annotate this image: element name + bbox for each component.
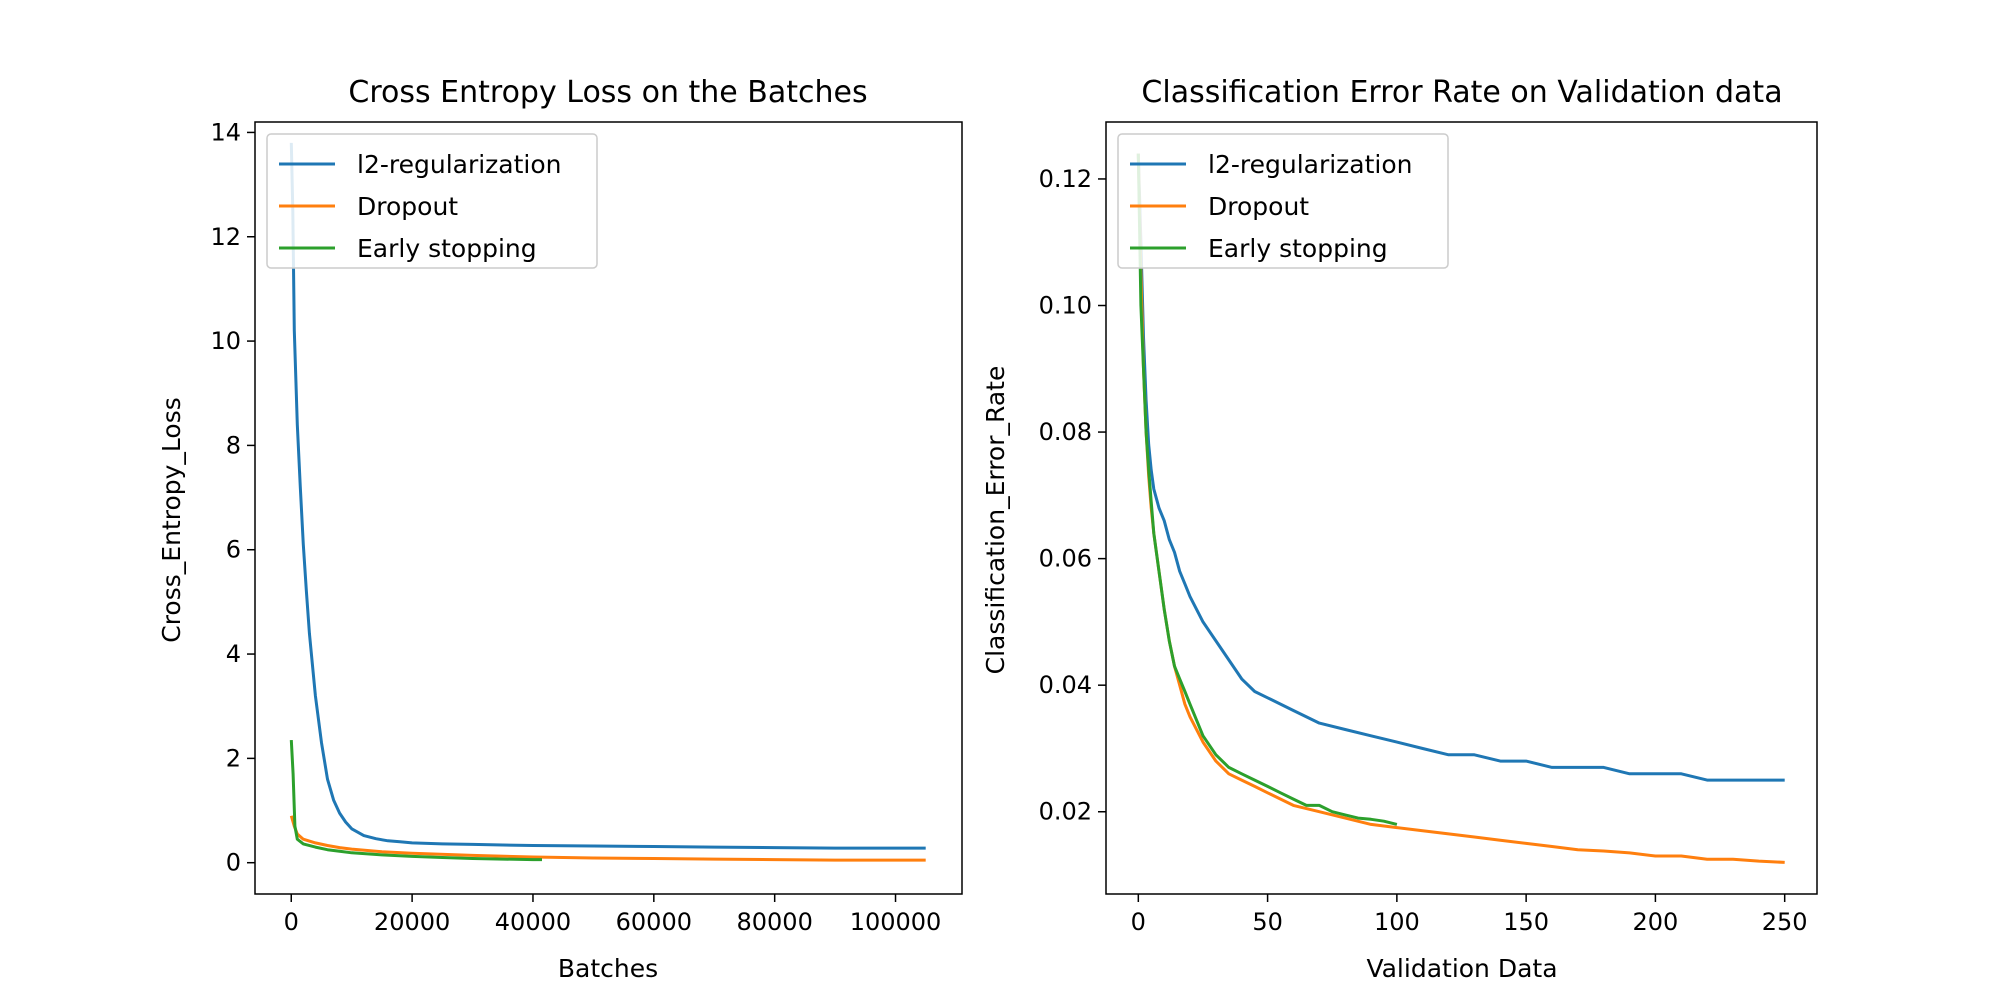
plot-frame xyxy=(1105,121,1818,895)
x-tick-label: 60000 xyxy=(616,908,692,936)
x-tick-label: 0 xyxy=(284,908,299,936)
y-tick-label: 4 xyxy=(226,640,241,668)
x-tick-label: 50 xyxy=(1252,908,1283,936)
legend-label: Dropout xyxy=(357,192,458,221)
y-tick-label: 0.08 xyxy=(1039,418,1092,446)
legend-label: Early stopping xyxy=(357,234,537,263)
x-tick-label: 100000 xyxy=(850,908,942,936)
x-tick-label: 250 xyxy=(1762,908,1808,936)
legend: l2-regularization Dropout Early stopping xyxy=(266,133,598,269)
y-tick-label: 0.12 xyxy=(1039,165,1092,193)
legend-box xyxy=(1117,133,1449,269)
y-tick-label: 2 xyxy=(226,744,241,772)
x-tick-label: 40000 xyxy=(495,908,571,936)
y-tick-label: 0.04 xyxy=(1039,671,1092,699)
legend-box xyxy=(266,133,598,269)
y-tick-label: 0 xyxy=(226,849,241,877)
y-tick-label: 12 xyxy=(210,223,241,251)
cross-entropy-loss-chart: Cross Entropy Loss on the Batches Batche… xyxy=(157,75,963,983)
legend-label: l2-regularization xyxy=(1208,150,1413,179)
series-lines xyxy=(1136,153,1785,864)
axis-ticks: 0 50 100 150 200 250 0.02 0.04 0.06 0.08 0.10 0.12 xyxy=(1039,165,1808,936)
series-line-early xyxy=(1136,153,1398,826)
classification-error-chart: Classification Error Rate on Validation … xyxy=(981,75,1818,983)
x-axis-label: Validation Data xyxy=(1366,954,1557,983)
x-tick-label: 100 xyxy=(1374,908,1420,936)
chart-title: Cross Entropy Loss on the Batches xyxy=(348,75,867,110)
y-tick-label: 14 xyxy=(210,118,241,146)
x-tick-label: 200 xyxy=(1633,908,1679,936)
series-line-dropout xyxy=(289,815,926,862)
series-line-l2 xyxy=(1136,153,1785,782)
y-axis-label: Cross_Entropy_Loss xyxy=(157,397,186,643)
y-tick-label: 6 xyxy=(226,536,241,564)
series-lines xyxy=(289,142,926,862)
series-line-l2 xyxy=(289,142,926,850)
axis-ticks: 0 20000 40000 60000 80000 100000 0 2 4 6 8 10 12 14 xyxy=(210,118,941,936)
legend: l2-regularization Dropout Early stopping xyxy=(1117,133,1449,269)
plot-frame xyxy=(254,121,963,895)
y-tick-label: 8 xyxy=(226,431,241,459)
y-tick-label: 0.06 xyxy=(1039,545,1092,573)
chart-title: Classification Error Rate on Validation … xyxy=(1141,75,1782,110)
x-tick-label: 80000 xyxy=(736,908,812,936)
x-tick-label: 20000 xyxy=(374,908,450,936)
y-tick-label: 0.02 xyxy=(1039,798,1092,826)
x-tick-label: 0 xyxy=(1131,908,1146,936)
y-tick-label: 0.10 xyxy=(1039,292,1092,320)
x-tick-label: 150 xyxy=(1503,908,1549,936)
legend-label: l2-regularization xyxy=(357,150,562,179)
x-axis-label: Batches xyxy=(558,954,658,983)
legend-label: Dropout xyxy=(1208,192,1309,221)
series-line-early xyxy=(289,740,542,862)
y-tick-label: 10 xyxy=(210,327,241,355)
legend-label: Early stopping xyxy=(1208,234,1388,263)
y-axis-label: Classification_Error_Rate xyxy=(981,366,1010,675)
